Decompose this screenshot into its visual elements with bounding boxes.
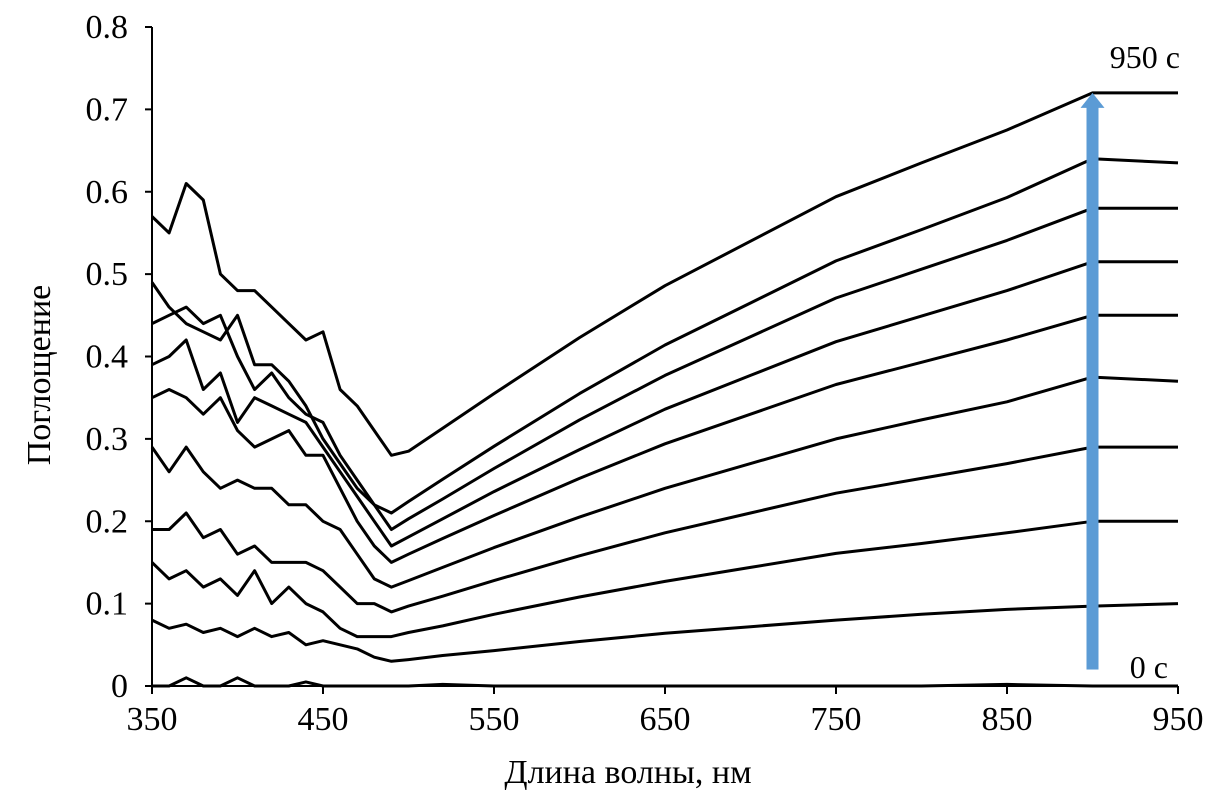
x-tick-label: 950 [1153,701,1204,738]
y-tick-label: 0.8 [86,9,129,46]
arrow-shaft [1086,106,1099,670]
y-tick-label: 0.7 [86,91,129,128]
series-line-4 [150,375,1179,589]
x-tick-label: 550 [469,701,520,738]
y-tick-label: 0.1 [86,586,129,623]
y-tick-label: 0.5 [86,256,129,293]
x-tick-label: 750 [811,701,862,738]
y-tick-label: 0.6 [86,174,129,211]
axes [145,26,1179,694]
series-line-6 [151,260,1178,548]
start-time-label: 0 c [1130,649,1168,685]
y-tick-label: 0.4 [86,339,129,376]
series-line-1 [151,602,1179,663]
end-time-label: 950 c [1110,39,1180,75]
y-tick-label: 0 [111,668,128,705]
series-line-9 [150,91,1178,457]
series-line-8 [150,157,1179,515]
time-arrow [1080,92,1105,670]
series-line-0 [152,676,1178,688]
series-line-3 [152,445,1178,614]
y-axis-label: Поглощение [21,285,58,466]
arrow-head-icon [1080,92,1105,108]
series-line-7 [151,206,1178,531]
tick-labels: 0 0.1 0.2 0.3 0.4 0.5 0.6 0.7 0.8 350 450 550 650 750… [86,9,1204,738]
y-tick-label: 0.3 [86,421,129,458]
x-tick-label: 850 [982,701,1033,738]
x-axis-label: Длина волны, нм [504,754,751,791]
series-line-2 [150,519,1178,639]
x-tick-label: 350 [127,701,178,738]
series-lines [150,91,1179,688]
x-tick-label: 450 [298,701,349,738]
series-line-5 [151,313,1178,564]
y-tick-label: 0.2 [86,503,129,540]
x-tick-label: 650 [640,701,691,738]
